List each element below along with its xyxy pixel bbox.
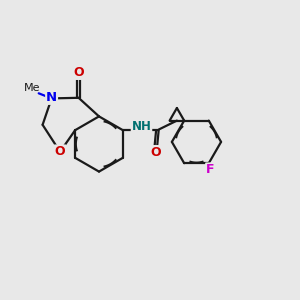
Text: NH: NH [132, 119, 152, 133]
Text: F: F [206, 163, 214, 176]
Text: O: O [150, 146, 161, 159]
Text: Me: Me [23, 83, 40, 93]
Text: O: O [55, 145, 65, 158]
Text: O: O [73, 66, 84, 79]
Text: N: N [46, 91, 57, 104]
